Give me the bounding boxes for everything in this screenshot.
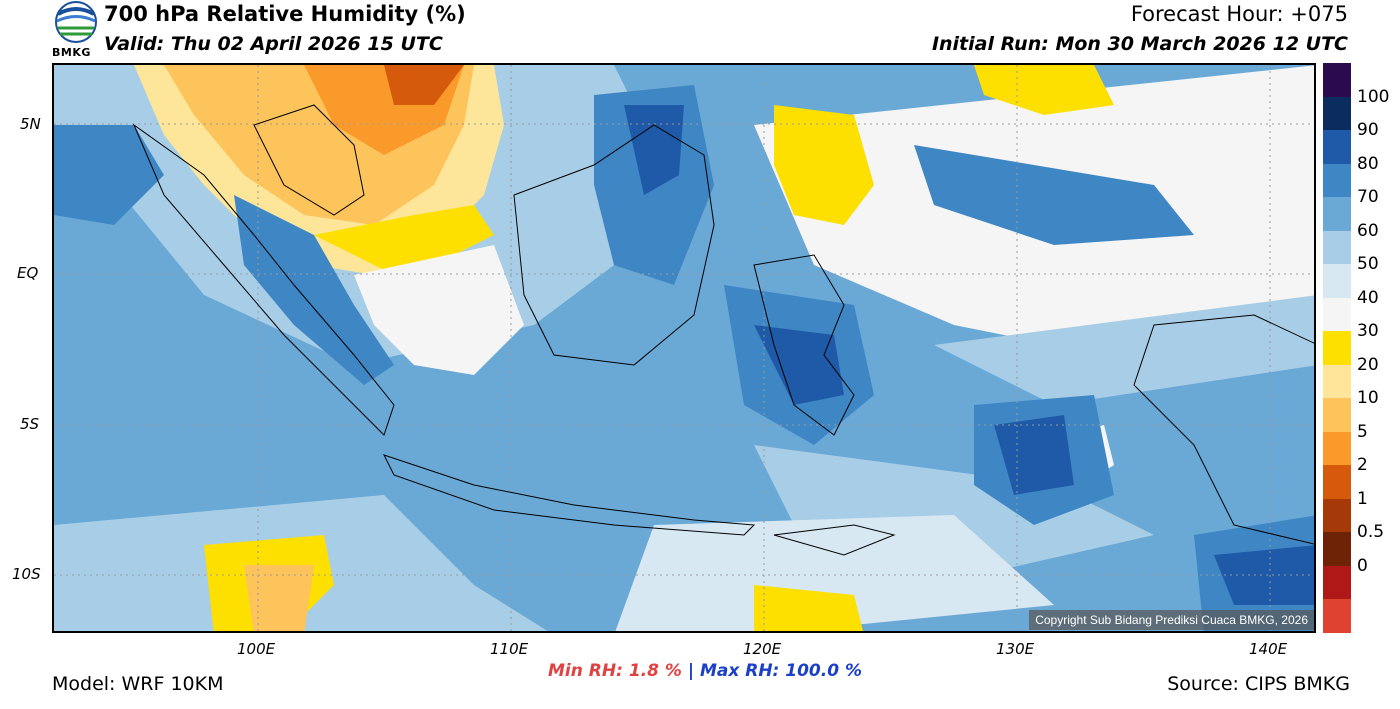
colorbar-swatch xyxy=(1323,96,1351,131)
colorbar-label: 60 xyxy=(1357,220,1379,241)
colorbar-swatch xyxy=(1323,398,1351,432)
lon-label-120e: 120E xyxy=(743,640,782,658)
colorbar-label: 100 xyxy=(1357,86,1390,107)
colorbar-label: 80 xyxy=(1357,153,1379,174)
colorbar-swatch xyxy=(1323,163,1351,198)
colorbar-label: 20 xyxy=(1357,354,1379,375)
colorbar-swatch xyxy=(1323,130,1351,164)
bmkg-logo xyxy=(55,1,97,43)
colorbar-label: 2 xyxy=(1357,455,1368,476)
lat-label-5n: 5N xyxy=(20,115,41,133)
source-label: Source: CIPS BMKG xyxy=(1167,673,1350,695)
colorbar-label: 30 xyxy=(1357,321,1379,342)
colorbar-label: 90 xyxy=(1357,120,1379,141)
humidity-field xyxy=(54,65,1314,631)
forecast-hour: Forecast Hour: +075 xyxy=(1130,2,1348,26)
colorbar-label: 70 xyxy=(1357,187,1379,208)
lon-label-100e: 100E xyxy=(237,640,276,658)
colorbar-swatch xyxy=(1323,498,1351,533)
lon-label-140e: 140E xyxy=(1249,640,1288,658)
colorbar-label: 40 xyxy=(1357,287,1379,308)
colorbar-label: 0.5 xyxy=(1357,522,1385,543)
lat-label-5s: 5S xyxy=(20,415,40,433)
map-title: 700 hPa Relative Humidity (%) xyxy=(104,2,466,26)
lon-label-130e: 130E xyxy=(996,640,1035,658)
colorbar-swatch xyxy=(1323,63,1351,97)
colorbar-label: 50 xyxy=(1357,254,1379,275)
colorbar-swatch xyxy=(1323,532,1351,566)
copyright-notice: Copyright Sub Bidang Prediksi Cuaca BMKG… xyxy=(1029,610,1314,630)
colorbar-swatch xyxy=(1323,230,1351,265)
lat-label-eq: EQ xyxy=(17,264,39,282)
colorbar-swatch xyxy=(1323,331,1351,365)
lon-label-110e: 110E xyxy=(490,640,529,658)
colorbar-swatch xyxy=(1323,297,1351,332)
max-rh-label: Max RH: xyxy=(699,661,780,681)
stats-separator: | xyxy=(687,661,695,681)
min-rh-label: Min RH: xyxy=(548,661,623,681)
colorbar-swatch xyxy=(1323,264,1351,298)
colorbar xyxy=(1323,63,1351,633)
colorbar-label: 5 xyxy=(1357,421,1368,442)
valid-time: Valid: Thu 02 April 2026 15 UTC xyxy=(104,33,443,55)
colorbar-swatch xyxy=(1323,197,1351,231)
min-rh-value: 1.8 % xyxy=(628,661,682,681)
colorbar-label: 1 xyxy=(1357,488,1368,509)
colorbar-swatch xyxy=(1323,599,1351,633)
logo-text: BMKG xyxy=(52,46,91,59)
colorbar-label: 0 xyxy=(1357,555,1368,576)
max-rh-value: 100.0 % xyxy=(785,661,862,681)
colorbar-swatch xyxy=(1323,565,1351,600)
lat-label-10s: 10S xyxy=(12,565,41,583)
model-label: Model: WRF 10KM xyxy=(52,673,224,695)
humidity-map xyxy=(52,63,1316,633)
colorbar-swatch xyxy=(1323,465,1351,499)
colorbar-swatch xyxy=(1323,431,1351,466)
colorbar-label: 10 xyxy=(1357,388,1379,409)
initial-run: Initial Run: Mon 30 March 2026 12 UTC xyxy=(931,33,1348,55)
colorbar-swatch xyxy=(1323,364,1351,399)
rh-stats: Min RH: 1.8 % | Max RH: 100.0 % xyxy=(548,661,862,681)
